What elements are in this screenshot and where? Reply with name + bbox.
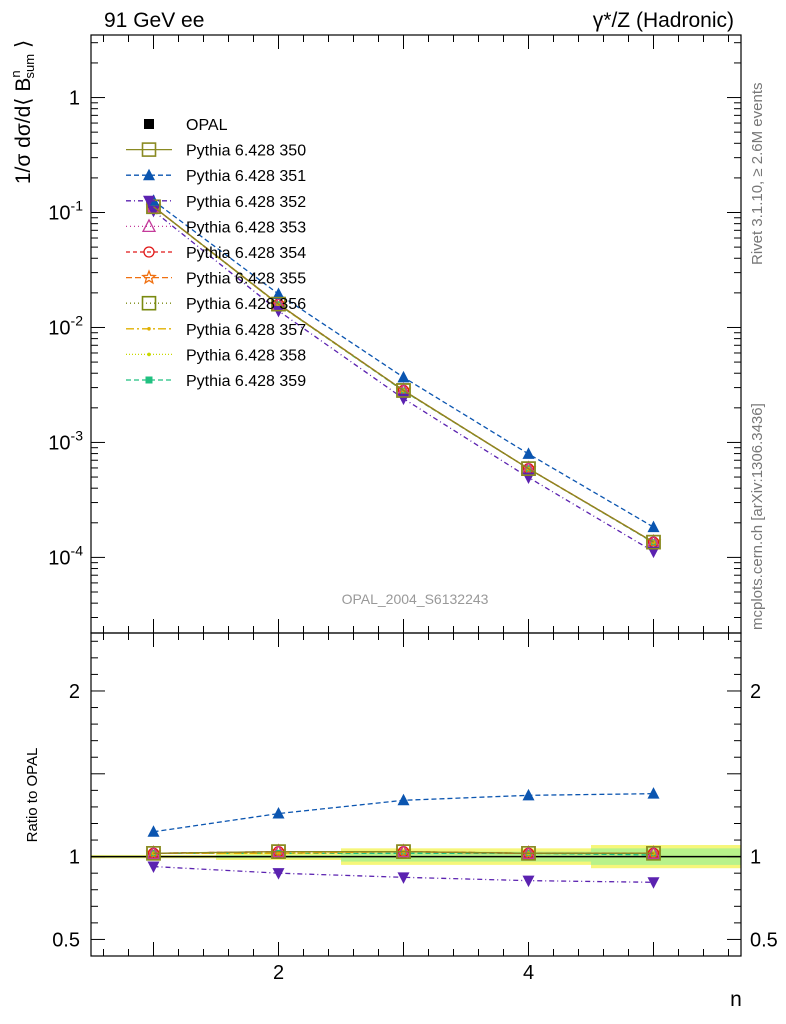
x-tick-label: 4 (523, 962, 534, 984)
legend-marker (141, 142, 157, 157)
ratio-series-point (397, 793, 410, 806)
x-axis-label: n (730, 988, 742, 1011)
legend-marker (143, 246, 155, 258)
legend-entry: Pythia 6.428 356 (126, 295, 306, 313)
ratio-y-tick-label: 0.5 (52, 929, 80, 951)
series-point (396, 383, 411, 398)
ratio-series-point (271, 844, 286, 859)
ratio-y-tick-label: 2 (69, 681, 80, 703)
legend-label: Pythia 6.428 351 (186, 168, 306, 185)
legend-label: Pythia 6.428 350 (186, 143, 306, 160)
header-right: γ*/Z (Hadronic) (592, 9, 734, 32)
series-point (271, 296, 286, 312)
legend-marker (147, 327, 151, 331)
y-axis-label: 1/σ dσ/d⟨ Bnsum ⟩ (8, 40, 37, 184)
series-point (272, 287, 285, 300)
legend-label: Pythia 6.428 352 (186, 194, 306, 211)
ratio-series-point (276, 851, 281, 856)
legend-entry: Pythia 6.428 355 (126, 269, 306, 288)
ratio-series-point (396, 844, 411, 859)
ratio-series-point (146, 845, 161, 859)
legend-marker (144, 119, 154, 129)
ratio-series-point (521, 845, 536, 859)
ratio-series-point (271, 843, 286, 858)
legend-label: Pythia 6.428 359 (186, 373, 306, 390)
series-point (521, 461, 536, 476)
legend-entry: Pythia 6.428 358 (126, 347, 306, 364)
ratio-series-point (647, 877, 660, 889)
ratio-series-point (272, 868, 285, 880)
legend-label: Pythia 6.428 357 (186, 322, 306, 339)
ratio-series-point (522, 788, 535, 801)
legend-marker (143, 168, 155, 181)
ratio-y-tick-label-right: 1 (750, 847, 761, 869)
y-tick-label: 10-3 (48, 427, 83, 454)
legend-entry: Pythia 6.428 357 (126, 322, 306, 339)
ratio-series-point (646, 846, 661, 861)
legend-label: Pythia 6.428 355 (186, 271, 306, 288)
ratio-series-point (147, 861, 160, 874)
legend-entry: Pythia 6.428 353 (126, 218, 306, 236)
series-0 (146, 199, 661, 861)
ratio-series-point (521, 846, 536, 861)
ratio-series-line (153, 850, 654, 854)
ratio-series-point (522, 875, 535, 888)
ratio-series-point (396, 843, 411, 858)
series-point (272, 305, 285, 318)
series-point (522, 472, 535, 484)
ratio-series-point (646, 845, 661, 859)
legend-label: Pythia 6.428 353 (186, 219, 306, 236)
ratio-series-point (147, 825, 160, 837)
ratio-series-point (397, 872, 410, 884)
legend-label: Pythia 6.428 354 (186, 245, 306, 262)
legend-entry: Pythia 6.428 351 (126, 168, 306, 185)
y-tick-label: 10-2 (48, 312, 83, 339)
ratio-series-point (272, 807, 285, 819)
legend-marker (141, 295, 157, 311)
ratio-series-line (153, 865, 654, 883)
analysis-label: OPAL_2004_S6132243 (342, 591, 489, 607)
ratio-y-tick-label-right: 0.5 (750, 929, 778, 951)
ratio-frame (90, 632, 742, 957)
legend-marker (141, 269, 157, 285)
header-left: 91 GeV ee (104, 9, 205, 32)
series-point (522, 447, 535, 459)
series-line (153, 206, 654, 543)
legend-label: Pythia 6.428 356 (186, 296, 306, 313)
series-point (397, 393, 410, 406)
ratio-series-point (647, 787, 660, 799)
legend-entry: OPAL (144, 117, 228, 134)
y-tick-label: 1 (69, 88, 80, 110)
x-tick-label: 2 (273, 962, 284, 984)
y-tick-label: 10-1 (48, 198, 83, 225)
legend-entry: Pythia 6.428 350 (126, 142, 306, 160)
series-point (397, 370, 410, 383)
legend-entry: Pythia 6.428 352 (126, 194, 306, 211)
ratio-axis-label: Ratio to OPAL (24, 748, 41, 843)
legend-label: Pythia 6.428 358 (186, 347, 306, 364)
legend-marker (143, 195, 155, 208)
legend-entry: Pythia 6.428 359 (126, 373, 306, 390)
legend-entry: Pythia 6.428 354 (126, 245, 306, 262)
series-1 (147, 194, 660, 837)
y-tick-label: 10-4 (48, 542, 83, 569)
series-point (647, 520, 660, 533)
legend-marker (145, 376, 153, 384)
legend-marker (141, 218, 157, 233)
ratio-y-tick-label: 1 (69, 847, 80, 869)
legend-marker (147, 352, 151, 357)
ratio-series-point (146, 846, 161, 861)
ratio-y-tick-label-right: 2 (750, 681, 761, 703)
series-point (646, 534, 661, 550)
legend-label: OPAL (186, 117, 228, 134)
